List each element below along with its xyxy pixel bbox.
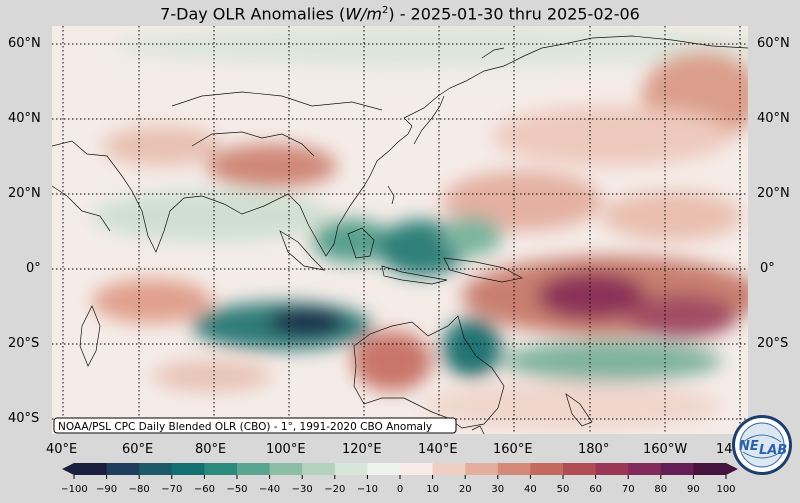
coastlines [52, 35, 748, 434]
colorbar-cells [74, 463, 727, 475]
colorbar-max-arrow [726, 463, 738, 475]
colorbar: −100 −90 −80 −70 −60 −50 −40 −30 −20 −10 0 10 20 30 40… [60, 463, 738, 499]
colorbar-tick-label: −10 [357, 484, 378, 495]
lat-label-eq-right: 0° [760, 261, 775, 276]
colorbar-tick-label: 60 [589, 484, 602, 495]
colorbar-tick-label: −70 [161, 484, 182, 495]
colorbar-tick-labels: −100 −90 −80 −70 −60 −50 −40 −30 −20 −10 0 10 20 30 40… [60, 475, 736, 495]
lon-label-40e: 40°E [46, 442, 78, 457]
colorbar-cell [302, 463, 336, 475]
colorbar-tick-label: 10 [426, 484, 439, 495]
colorbar-tick-label: −100 [62, 484, 88, 495]
colorbar-cell [497, 463, 531, 475]
colorbar-tick-label: −30 [292, 484, 313, 495]
lon-label-100e: 100°E [266, 442, 306, 457]
colorbar-cell [171, 463, 205, 475]
lat-label-60n-right: 60°N [757, 36, 790, 51]
lat-label-20s-right: 20°S [757, 336, 789, 351]
lon-label-140e: 140°E [418, 442, 458, 457]
colorbar-cell [106, 463, 140, 475]
colorbar-cell [74, 463, 108, 475]
colorbar-cell [660, 463, 694, 475]
colorbar-cell [432, 463, 466, 475]
colorbar-cell [628, 463, 662, 475]
colorbar-tick-label: 30 [491, 484, 504, 495]
colorbar-tick-label: −90 [96, 484, 117, 495]
colorbar-cell [204, 463, 238, 475]
lat-label-20n-right: 20°N [757, 186, 790, 201]
colorbar-tick-label: 20 [459, 484, 472, 495]
colorbar-tick-label: −60 [194, 484, 215, 495]
lat-label-40n-right: 40°N [757, 111, 790, 126]
lat-label-eq-left: 0° [26, 261, 41, 276]
colorbar-tick-label: 0 [397, 484, 403, 495]
lon-label-60e: 60°E [122, 442, 154, 457]
lat-label-40s-left: 40°S [8, 411, 40, 426]
colorbar-cell [400, 463, 434, 475]
lat-label-40n-left: 40°N [8, 111, 41, 126]
lat-label-60n-left: 60°N [8, 36, 41, 51]
colorbar-cell [269, 463, 303, 475]
map-title: 7-Day OLR Anomalies (W/m2) - 2025-01-30 … [160, 4, 640, 24]
lon-label-80e: 80°E [195, 442, 227, 457]
colorbar-min-arrow [62, 463, 74, 475]
lon-label-180: 180° [578, 442, 610, 457]
colorbar-tick-label: 100 [716, 484, 735, 495]
colorbar-tick-label: −80 [129, 484, 150, 495]
colorbar-cell [530, 463, 564, 475]
colorbar-tick-label: 50 [557, 484, 570, 495]
source-note-box: NOAA/PSL CPC Daily Blended OLR (CBO) - 1… [53, 417, 457, 434]
colorbar-tick-label: 80 [654, 484, 667, 495]
colorbar-cell [139, 463, 173, 475]
lat-label-20n-left: 20°N [8, 186, 41, 201]
logo-text-b: LAB [759, 443, 787, 458]
olr-anomaly-map: NOAA/PSL CPC Daily Blended OLR (CBO) - 1… [52, 26, 748, 434]
lab-logo: NE LAB [732, 415, 792, 475]
anomaly-field [92, 26, 748, 430]
colorbar-cell [334, 463, 368, 475]
colorbar-tick-label: −20 [324, 484, 345, 495]
colorbar-cell [465, 463, 499, 475]
colorbar-tick-label: −40 [259, 484, 280, 495]
colorbar-tick-label: 70 [622, 484, 635, 495]
colorbar-cell [595, 463, 629, 475]
lon-label-140w-partial: 14 [716, 442, 733, 457]
colorbar-tick-label: −50 [226, 484, 247, 495]
colorbar-cell [237, 463, 271, 475]
colorbar-cell [693, 463, 727, 475]
colorbar-cell [367, 463, 401, 475]
source-note: NOAA/PSL CPC Daily Blended OLR (CBO) - 1… [58, 421, 432, 433]
colorbar-tick-label: 40 [524, 484, 537, 495]
lon-label-160w: 160°W [643, 442, 688, 457]
colorbar-cell [563, 463, 597, 475]
logo-text-a: NE [739, 439, 759, 454]
lon-label-160e: 160°E [493, 442, 533, 457]
colorbar-tick-label: 90 [687, 484, 700, 495]
lat-label-20s-left: 20°S [8, 336, 40, 351]
lon-label-120e: 120°E [342, 442, 382, 457]
